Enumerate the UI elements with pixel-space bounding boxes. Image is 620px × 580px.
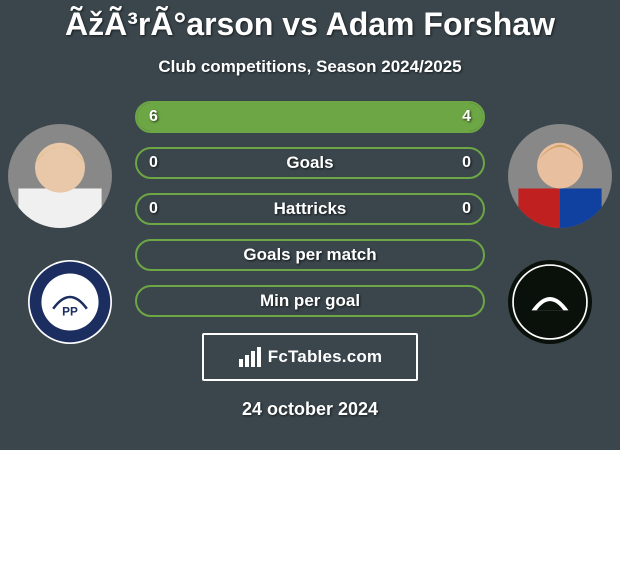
stat-left-value: 6 <box>149 108 158 126</box>
stat-label: Goals <box>286 153 333 173</box>
comparison-card: ÃžÃ³rÃ°arson vs Adam Forshaw Club compet… <box>0 0 620 450</box>
stat-label: Min per goal <box>260 291 360 311</box>
club-left-badge: PP <box>28 260 112 344</box>
stat-row: Min per goal <box>135 285 485 317</box>
date-text: 24 october 2024 <box>0 399 620 420</box>
stat-left-value: 0 <box>149 200 158 218</box>
stat-row: 6Matches4 <box>135 101 485 133</box>
player-right-svg <box>508 124 612 228</box>
stat-right-value: 0 <box>462 154 471 172</box>
page-title: ÃžÃ³rÃ°arson vs Adam Forshaw <box>0 0 620 43</box>
watermark: FcTables.com <box>202 333 418 381</box>
club-right-svg <box>508 260 592 344</box>
stat-right-value: 4 <box>462 108 471 126</box>
stat-right-value: 0 <box>462 200 471 218</box>
stat-row: 0 Goals 0 <box>135 147 485 179</box>
watermark-text: FcTables.com <box>268 347 383 367</box>
stat-row: Goals per match <box>135 239 485 271</box>
player-left-avatar <box>8 124 112 228</box>
player-left-svg <box>8 124 112 228</box>
stat-fill-left <box>137 103 345 131</box>
club-left-svg: PP <box>28 260 112 344</box>
svg-text:PP: PP <box>62 305 78 318</box>
subtitle: Club competitions, Season 2024/2025 <box>0 57 620 77</box>
stat-row: 0 Hattricks 0 <box>135 193 485 225</box>
player-right-avatar <box>508 124 612 228</box>
stat-left-value: 0 <box>149 154 158 172</box>
stat-label: Goals per match <box>243 245 376 265</box>
club-right-badge <box>508 260 592 344</box>
stat-label: Hattricks <box>274 199 347 219</box>
bars-icon <box>238 347 262 367</box>
